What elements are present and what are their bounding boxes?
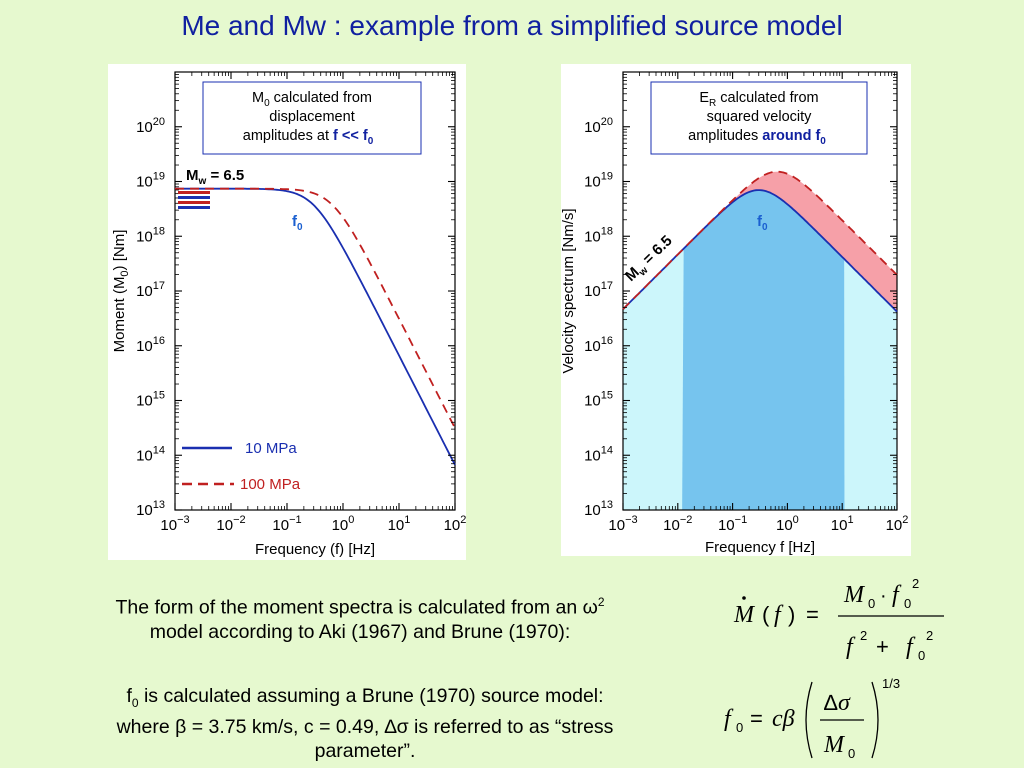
svg-text:f: f	[724, 706, 734, 732]
svg-text:M: M	[843, 582, 866, 608]
y-tick-label: 1016	[584, 335, 613, 355]
y-tick-label: 1015	[136, 390, 165, 410]
svg-text:0: 0	[848, 746, 855, 761]
svg-text:): )	[788, 602, 795, 627]
y-tick-label: 1020	[136, 116, 165, 136]
annotation-box	[650, 81, 868, 155]
svg-text:M: M	[823, 732, 846, 758]
y-axis-label: Moment (M0) [Nm]	[111, 230, 131, 353]
y-tick-label: 1015	[584, 390, 613, 410]
moment-spectrum-chart: 10−3 10−2 10−1 100 101 102 1013 1014 1015 1016 101…	[108, 64, 466, 560]
svg-text:0: 0	[868, 596, 875, 611]
slide-title: Me and Mw : example from a simplified so…	[181, 10, 843, 41]
corner-frequency-formula: f 0 = cβ ∆ σ M 0 1/3	[724, 676, 900, 761]
y-tick-label: 1014	[584, 444, 613, 464]
y-tick-label: 1017	[584, 280, 613, 300]
svg-text:σ: σ	[838, 690, 851, 716]
mw-marker-bars	[178, 191, 210, 209]
x-tick-label: 102	[444, 514, 466, 534]
y-tick-label: 1020	[584, 116, 613, 136]
y-tick-label: 1014	[136, 444, 165, 464]
annotation-line1: M0 calculated from	[252, 90, 372, 109]
annotation-line2: displacement	[269, 109, 354, 125]
x-tick-label: 10−1	[718, 514, 747, 534]
svg-text:0: 0	[904, 596, 911, 611]
y-tick-label: 1017	[136, 280, 165, 300]
series-100-mpa	[622, 170, 898, 310]
velocity-spectrum-svg: 10−3 10−2 10−1 100 101 102 1013 1014 1015 1016 101…	[560, 71, 909, 556]
f0-description: f0 is calculated assuming a Brune (1970)…	[116, 685, 614, 762]
legend-10mpa: 10 MPa	[245, 440, 297, 457]
svg-text:0: 0	[918, 648, 925, 663]
svg-text:0: 0	[736, 720, 743, 735]
y-tick-label: 1018	[584, 225, 613, 245]
energy-difference-area	[623, 171, 897, 312]
mw-label: Mw = 6.5	[186, 167, 244, 187]
y-tick-label: 1019	[136, 171, 165, 191]
annotation-line1: ER calculated from	[699, 90, 818, 109]
moment-spectrum-svg: 10−3 10−2 10−1 100 101 102 1013 1014 1015 1016 101…	[111, 71, 466, 558]
velocity-spectrum-chart: 10−3 10−2 10−1 100 101 102 1013 1014 1015 1016 101…	[560, 64, 911, 556]
x-tick-label: 101	[831, 514, 854, 534]
y-tick-label: 1019	[584, 171, 613, 191]
y-tick-label: 1018	[136, 225, 165, 245]
annotation-box	[202, 81, 422, 155]
x-tick-label: 10−3	[608, 514, 637, 534]
x-tick-label: 100	[332, 514, 355, 534]
annotation-line2: squared velocity	[707, 109, 813, 125]
x-tick-label: 100	[776, 514, 799, 534]
x-axis-label: Frequency (f) [Hz]	[255, 541, 375, 558]
svg-text:·: ·	[880, 585, 887, 607]
y-tick-label: 1016	[136, 335, 165, 355]
y-axis-label: Velocity spectrum [Nm/s]	[561, 208, 577, 373]
f0-label: f0	[292, 213, 303, 233]
svg-text:2: 2	[926, 628, 933, 643]
series-10-mpa	[175, 187, 456, 466]
svg-text:+: +	[876, 634, 889, 659]
svg-text:1/3: 1/3	[882, 676, 900, 691]
svg-text:∆: ∆	[824, 690, 838, 715]
x-tick-label: 102	[886, 514, 909, 534]
x-tick-label: 10−1	[272, 514, 301, 534]
svg-text:f: f	[906, 634, 916, 660]
f0-band-area	[682, 190, 845, 510]
x-tick-label: 10−2	[663, 514, 692, 534]
svg-text:=: =	[806, 602, 819, 627]
x-tick-label: 101	[388, 514, 411, 534]
svg-text:2: 2	[912, 576, 919, 591]
f0-label: f0	[757, 213, 768, 233]
svg-text:f: f	[846, 634, 856, 660]
svg-text:=: =	[750, 706, 763, 731]
annotation-line3: amplitudes at f << f0	[243, 128, 374, 147]
x-tick-label: 10−2	[216, 514, 245, 534]
omega2-description: The form of the moment spectra is calcul…	[115, 595, 605, 643]
svg-text:M: M	[733, 602, 756, 628]
svg-text:2: 2	[860, 628, 867, 643]
x-axis-label: Frequency f [Hz]	[705, 539, 815, 556]
svg-text:cβ: cβ	[772, 706, 795, 732]
y-tick-label: 1013	[584, 499, 613, 519]
x-tick-label: 10−3	[160, 514, 189, 534]
y-tick-label: 1013	[136, 499, 165, 519]
annotation-line3: amplitudes around f0	[688, 128, 826, 147]
series-100-mpa	[175, 187, 456, 429]
svg-text:(: (	[762, 602, 770, 627]
moment-rate-formula: M ( f ) = M 0 · f 0 2 f 2 + f 0 2	[733, 576, 944, 663]
svg-text:f: f	[774, 602, 784, 628]
svg-text:f: f	[892, 582, 902, 608]
legend-100mpa: 100 MPa	[240, 476, 301, 493]
